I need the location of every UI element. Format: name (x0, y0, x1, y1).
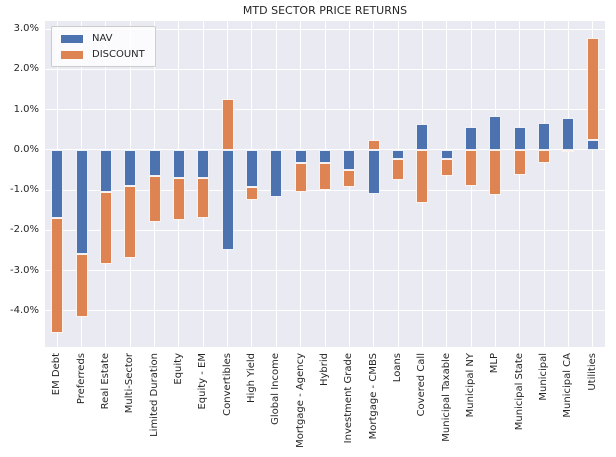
bar-segment-discount (416, 149, 429, 204)
y-tick-label: -1.0% (9, 184, 39, 196)
bar-segment-nav (319, 149, 331, 164)
bar-segment-discount (221, 98, 234, 150)
x-tick-label: Hybrid (319, 353, 330, 387)
bar-segment-nav (270, 149, 283, 197)
bar-segment-discount (392, 159, 405, 181)
x-tick-label: MLP (489, 353, 501, 374)
x-tick-label: Municipal (538, 353, 550, 401)
bar-segment-discount (586, 37, 599, 140)
bar-segment-nav (538, 123, 551, 150)
bar-segment-nav (513, 126, 526, 150)
legend: NAV DISCOUNT (51, 26, 156, 67)
bar-segment-discount (319, 163, 331, 191)
bar-segment-nav (489, 115, 502, 150)
bar-segment-nav (294, 149, 307, 163)
y-tick-label: 3.0% (13, 23, 39, 35)
gridline-v (543, 21, 545, 347)
bar-segment-discount (197, 177, 210, 219)
bar-segment-nav (75, 149, 88, 255)
legend-label-discount: DISCOUNT (92, 49, 145, 60)
gridline-v (519, 21, 521, 347)
bar-segment-nav (465, 126, 478, 150)
bar-segment-nav (440, 149, 453, 159)
x-tick-label: Convertibles (221, 353, 233, 416)
x-tick-label: Mortgage - Agency (294, 353, 306, 448)
x-tick-label: Limited Duration (148, 353, 160, 437)
bar-segment-nav (99, 149, 112, 193)
bar-segment-nav (367, 149, 380, 195)
y-tick-label: 1.0% (13, 103, 39, 115)
bar-segment-discount (538, 149, 551, 164)
x-tick-label: High Yield (245, 353, 257, 403)
bar-segment-discount (367, 139, 380, 150)
bar-segment-discount (440, 158, 453, 177)
y-tick-label: 0.0% (13, 143, 39, 155)
x-tick-label: Municipal Taxable (440, 353, 452, 442)
x-tick-label: Municipal CA (562, 353, 574, 418)
bar-segment-discount (75, 254, 88, 317)
bar-segment-nav (197, 149, 210, 178)
bar-segment-nav (343, 149, 356, 170)
bar-segment-discount (294, 162, 307, 192)
bar-segment-nav (172, 149, 185, 178)
x-tick-label: Loans (392, 353, 404, 383)
x-tick-label: Equity - EM (197, 353, 209, 410)
nav-swatch-icon (61, 34, 83, 43)
x-tick-label: Municipal State (513, 353, 525, 431)
bar-segment-discount (99, 192, 112, 265)
bar-segment-nav (562, 117, 575, 150)
bar-segment-nav (221, 149, 234, 251)
bar-segment-nav (51, 149, 64, 219)
bar-segment-discount (124, 186, 137, 258)
x-tick-label: Utilities (586, 353, 598, 391)
bar-segment-discount (148, 175, 161, 223)
legend-label-nav: NAV (92, 33, 113, 44)
bar-segment-discount (172, 177, 185, 221)
x-tick-label: Investment Grade (343, 353, 355, 444)
legend-item-nav: NAV (61, 33, 145, 44)
bar-segment-nav (586, 139, 599, 150)
x-tick-label: Mortgage - CMBS (367, 353, 379, 440)
x-tick-label: Preferreds (75, 353, 87, 405)
bar-segment-discount (562, 149, 575, 153)
bar-segment-discount (489, 149, 502, 195)
bar-segment-nav (124, 149, 137, 186)
chart-title: MTD SECTOR PRICE RETURNS (242, 4, 408, 17)
x-tick-label: Multi-Sector (124, 353, 136, 414)
gridline-v (567, 21, 569, 347)
x-tick-label: Real Estate (99, 353, 111, 410)
bar-segment-nav (148, 149, 161, 176)
bar-segment-discount (513, 149, 526, 175)
x-tick-label: Municipal NY (465, 353, 477, 418)
gridline-v (446, 21, 448, 347)
y-tick-label: -4.0% (9, 304, 39, 316)
legend-item-discount: DISCOUNT (61, 49, 145, 60)
bar-segment-discount (51, 218, 64, 333)
discount-swatch-icon (61, 50, 83, 59)
x-tick-label: EM Debt (51, 353, 63, 396)
y-tick-label: -3.0% (9, 264, 39, 276)
x-tick-label: Equity (172, 353, 184, 385)
bar-segment-discount (465, 149, 478, 187)
x-tick-label: Global Income (270, 353, 282, 425)
x-tick-label: Covered Call (416, 353, 428, 417)
gridline-v (592, 21, 594, 347)
bar-segment-nav (392, 149, 405, 160)
bar-segment-nav (416, 124, 429, 150)
gridline-v (397, 21, 399, 347)
bar-segment-discount (245, 187, 258, 200)
bar-segment-discount (343, 169, 356, 187)
y-tick-label: 2.0% (13, 63, 39, 75)
plot-area (45, 21, 605, 347)
bar-segment-nav (245, 149, 258, 188)
y-tick-label: -2.0% (9, 224, 39, 236)
